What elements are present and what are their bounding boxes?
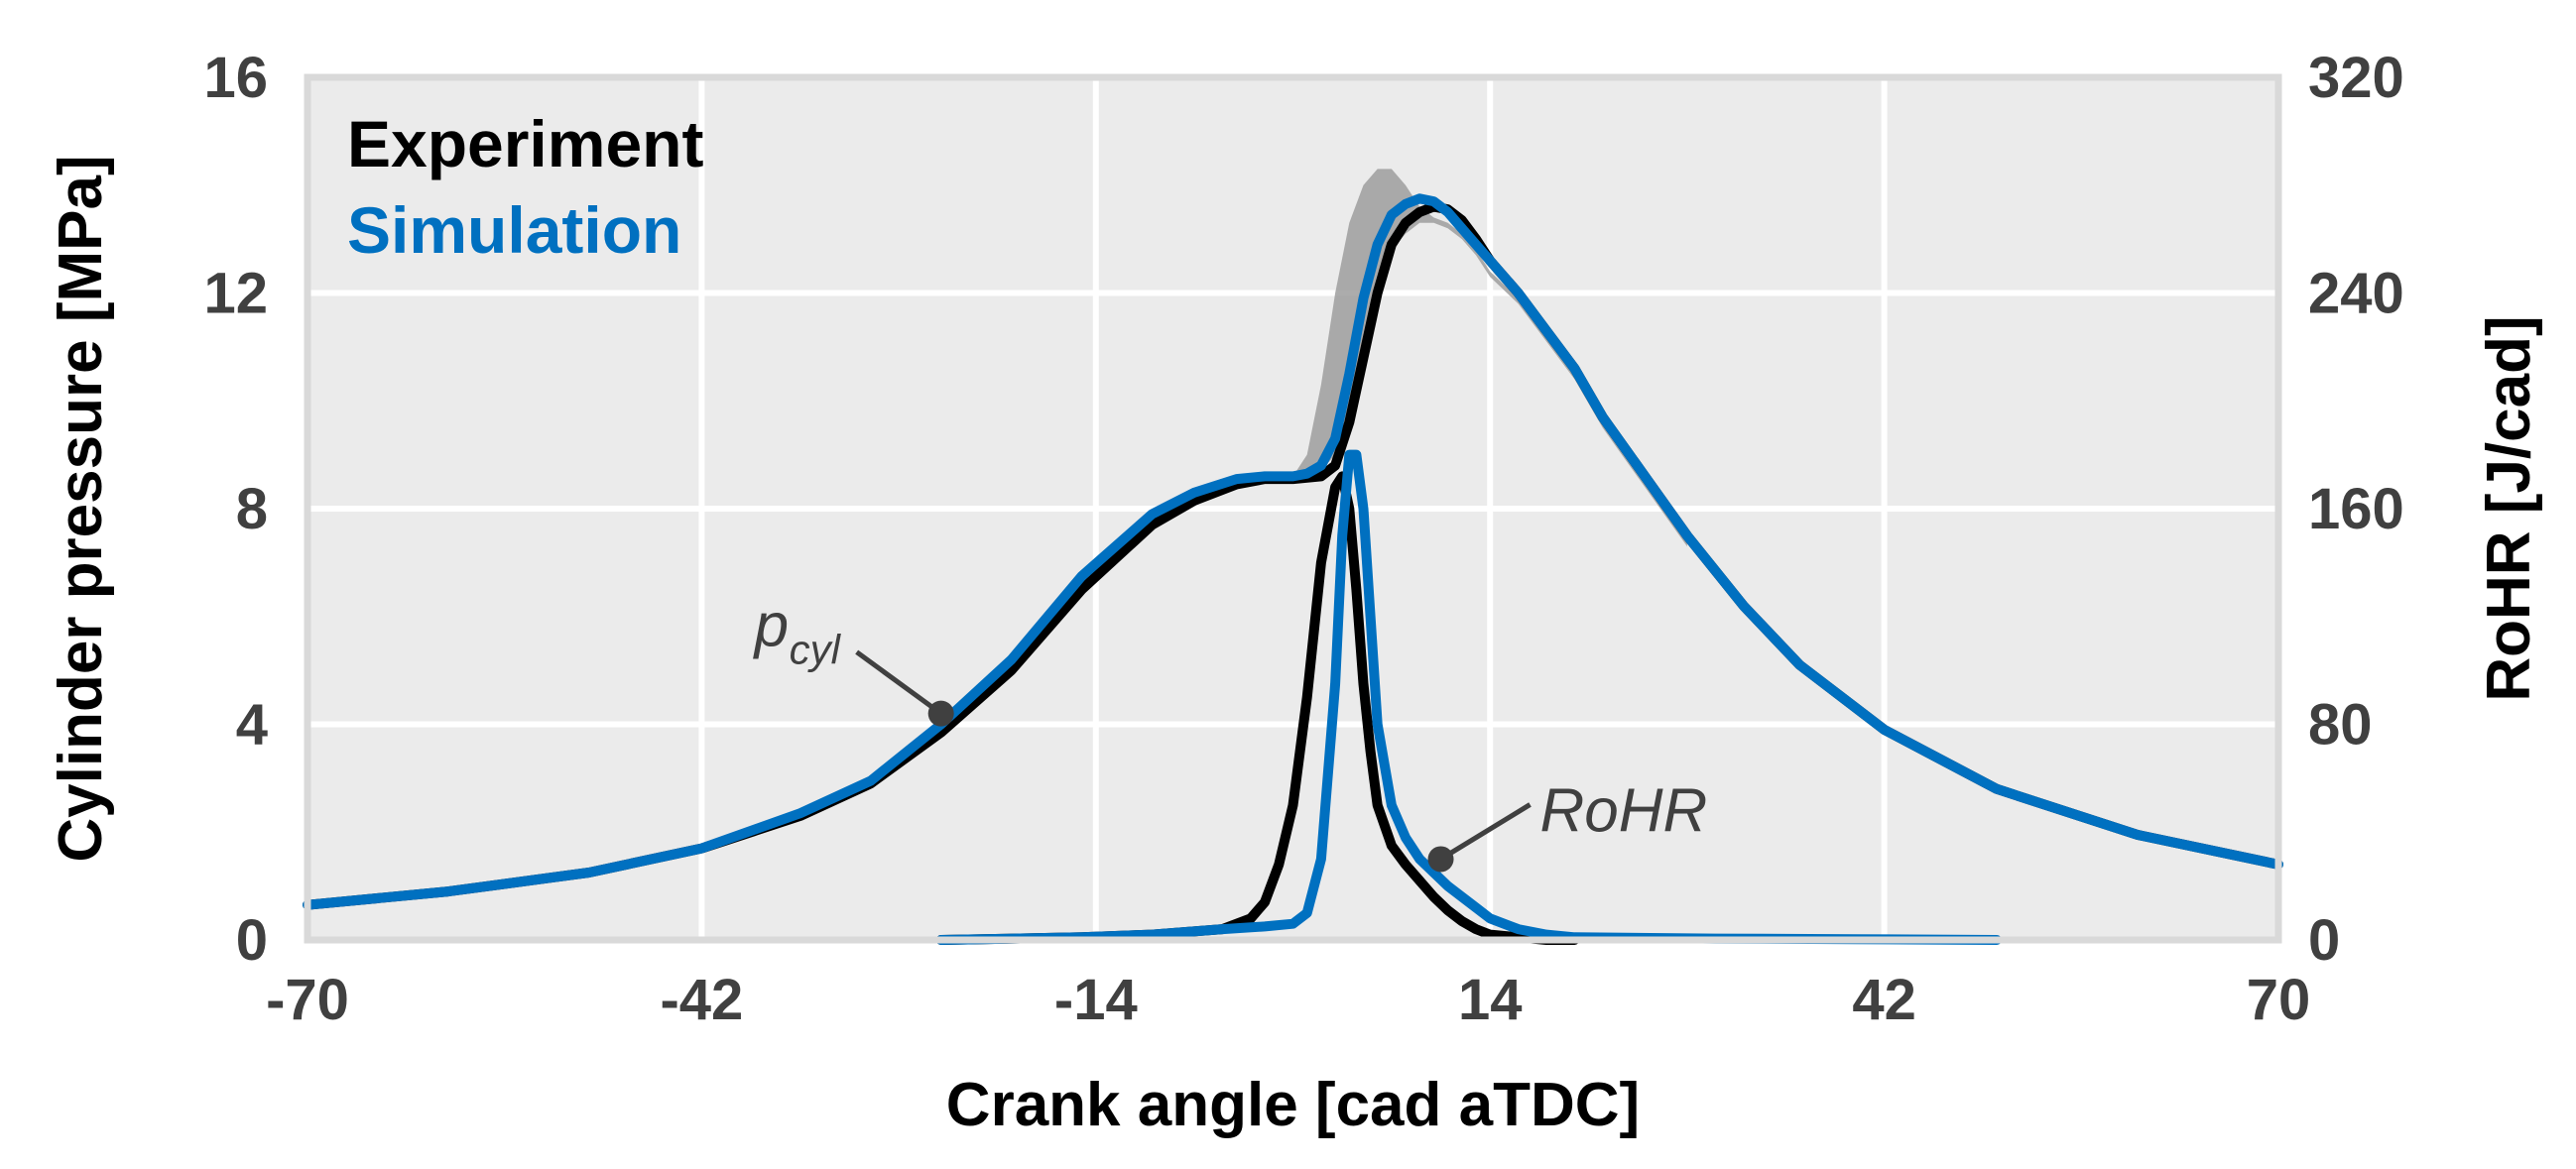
y-tick-label-1: 4 bbox=[236, 693, 268, 758]
x-axis-title: Crank angle [cad aTDC] bbox=[946, 1071, 1640, 1139]
y2-tick-label-4: 320 bbox=[2308, 46, 2404, 110]
y-tick-label-0: 0 bbox=[236, 908, 268, 973]
rohr-marker bbox=[1427, 846, 1454, 873]
x-tick-label-1: -42 bbox=[660, 968, 743, 1032]
y-axis-title: Cylinder pressure [MPa] bbox=[47, 155, 115, 862]
y2-tick-label-0: 0 bbox=[2308, 908, 2340, 973]
pcyl-label-subscript: cyl bbox=[790, 627, 842, 673]
pcyl-label: p bbox=[753, 592, 789, 660]
series-pressure-simulation bbox=[303, 193, 2283, 910]
y-tick-label-3: 12 bbox=[203, 262, 268, 326]
series-layer bbox=[303, 193, 2283, 945]
y2-tick-label-3: 240 bbox=[2308, 262, 2404, 326]
rohr-leader-line bbox=[1439, 802, 1532, 862]
annotation-layer: p cyl RoHR bbox=[753, 592, 1708, 873]
series-rohr-simulation bbox=[935, 449, 2003, 945]
x-tick-label-4: 42 bbox=[1852, 968, 1916, 1032]
y-tick-label-2: 8 bbox=[236, 477, 268, 541]
plot-frame bbox=[304, 73, 2282, 944]
x-tick-label-0: -70 bbox=[266, 968, 349, 1032]
series-rohr-experiment bbox=[935, 471, 1580, 945]
pcyl-leader-line bbox=[855, 649, 943, 716]
x-tick-label-3: 14 bbox=[1458, 968, 1523, 1032]
x-tick-label-5: 70 bbox=[2247, 968, 2311, 1032]
legend-entry-simulation: Simulation bbox=[347, 193, 681, 267]
y2-tick-label-1: 80 bbox=[2308, 693, 2373, 758]
y-tick-label-4: 16 bbox=[203, 46, 268, 110]
x-tick-label-2: -14 bbox=[1054, 968, 1138, 1032]
y2-tick-label-2: 160 bbox=[2308, 477, 2404, 541]
y2-axis-title: RoHR [J/cad] bbox=[2475, 315, 2543, 701]
pcyl-marker bbox=[927, 700, 954, 727]
legend-entry-experiment: Experiment bbox=[347, 107, 703, 180]
rohr-label: RoHR bbox=[1540, 776, 1708, 845]
